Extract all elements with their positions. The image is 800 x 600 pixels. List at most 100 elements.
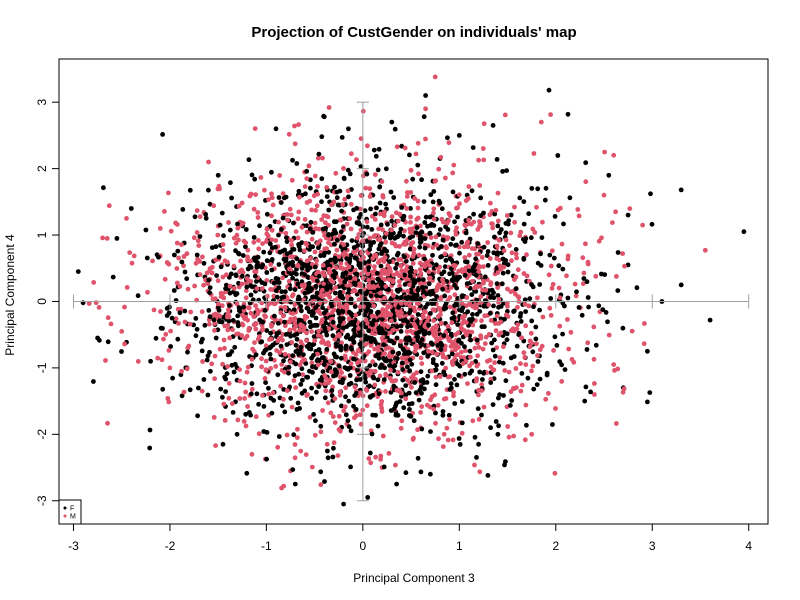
data-point-M <box>341 304 347 310</box>
data-point-F <box>645 348 650 354</box>
x-tick-label: 1 <box>456 539 463 553</box>
data-point-F <box>240 253 246 258</box>
data-point-F <box>362 260 368 266</box>
data-point-F <box>334 195 340 201</box>
data-point-F <box>275 276 281 282</box>
data-point-F <box>297 247 303 253</box>
data-point-M <box>177 284 183 289</box>
data-point-F <box>298 344 304 350</box>
data-point-F <box>376 391 382 397</box>
data-point-F <box>299 279 305 285</box>
data-point-M <box>378 211 383 217</box>
data-point-F <box>467 348 473 354</box>
data-point-M <box>372 382 378 388</box>
data-point-F <box>554 343 560 348</box>
data-point-M <box>135 359 141 364</box>
data-point-M <box>512 219 517 225</box>
data-point-F <box>252 176 258 182</box>
data-point-M <box>151 307 157 313</box>
data-point-M <box>174 280 180 286</box>
data-point-M <box>312 173 318 179</box>
data-point-M <box>331 440 337 446</box>
data-point-F <box>97 337 102 343</box>
data-point-F <box>585 295 591 300</box>
data-point-F <box>413 390 419 396</box>
data-point-F <box>247 410 252 415</box>
data-point-M <box>383 231 389 236</box>
data-point-F <box>495 250 501 256</box>
data-point-F <box>408 273 413 279</box>
data-point-M <box>289 238 294 243</box>
data-point-F <box>282 319 287 325</box>
data-point-F <box>454 285 460 291</box>
data-point-F <box>634 285 640 291</box>
data-point-M <box>379 409 385 414</box>
data-point-F <box>308 185 313 191</box>
data-point-F <box>279 227 284 232</box>
data-point-M <box>168 328 174 334</box>
data-point-M <box>363 317 369 323</box>
data-point-F <box>375 377 381 383</box>
data-point-M <box>287 206 293 212</box>
data-point-M <box>124 285 130 290</box>
data-point-F <box>235 221 240 227</box>
data-point-F <box>244 284 250 290</box>
data-point-F <box>276 262 282 267</box>
data-point-M <box>284 432 290 438</box>
data-point-M <box>304 258 310 264</box>
data-point-F <box>336 323 342 329</box>
data-point-F <box>523 309 528 314</box>
data-point-M <box>466 273 472 278</box>
data-point-F <box>307 288 313 294</box>
data-point-M <box>242 380 248 386</box>
data-point-M <box>420 312 426 318</box>
data-point-F <box>476 441 481 447</box>
data-point-M <box>357 281 363 286</box>
data-point-M <box>518 361 523 366</box>
data-point-F <box>352 304 358 309</box>
data-point-M <box>290 311 296 316</box>
data-point-M <box>423 136 428 142</box>
data-point-M <box>475 227 481 232</box>
data-point-M <box>174 240 180 246</box>
data-point-F <box>423 93 428 98</box>
data-point-M <box>365 143 370 149</box>
data-point-M <box>472 305 478 311</box>
data-point-M <box>296 209 302 215</box>
data-point-M <box>216 301 221 307</box>
data-point-F <box>259 264 265 270</box>
data-point-M <box>535 353 540 358</box>
data-point-F <box>586 304 591 310</box>
data-point-F <box>415 162 421 168</box>
data-point-M <box>478 294 484 299</box>
data-point-M <box>473 378 479 384</box>
data-point-M <box>449 339 455 345</box>
data-point-F <box>678 187 684 193</box>
data-point-M <box>469 246 475 252</box>
data-point-M <box>412 196 417 201</box>
data-point-M <box>371 303 377 309</box>
data-point-F <box>351 403 356 409</box>
data-point-M <box>508 230 514 236</box>
data-point-M <box>372 233 378 238</box>
data-point-M <box>455 205 460 211</box>
data-point-M <box>534 341 539 347</box>
data-point-M <box>502 112 508 118</box>
data-point-M <box>330 279 336 285</box>
data-point-M <box>418 271 424 276</box>
data-point-M <box>236 237 241 243</box>
data-point-M <box>437 374 443 379</box>
data-point-F <box>409 289 415 295</box>
data-point-M <box>523 323 529 329</box>
data-point-M <box>620 389 626 395</box>
data-point-M <box>220 248 226 253</box>
data-point-F <box>219 210 225 216</box>
data-point-F <box>244 470 250 476</box>
data-point-M <box>266 197 271 203</box>
data-point-M <box>325 340 331 345</box>
data-point-F <box>505 262 511 268</box>
data-point-M <box>275 444 281 450</box>
data-point-M <box>449 359 455 365</box>
data-point-M <box>460 301 465 307</box>
data-point-M <box>408 220 413 225</box>
